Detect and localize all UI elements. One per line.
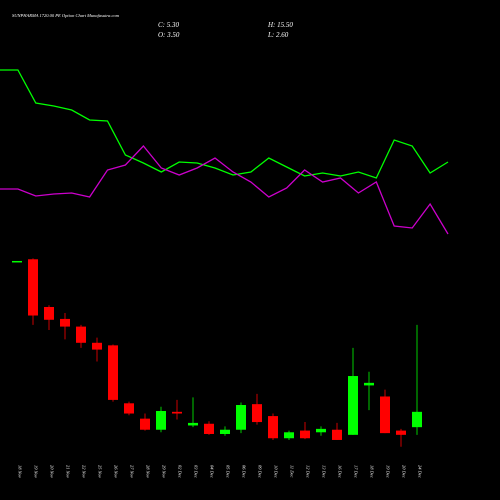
candle-body xyxy=(108,345,118,400)
x-tick-label: 05 Dec xyxy=(226,465,231,478)
x-tick-label: 19 Nov xyxy=(34,465,39,478)
x-tick-label: 10 Dec xyxy=(274,465,279,478)
x-tick-label: 06 Dec xyxy=(242,465,247,478)
candle-body xyxy=(316,428,326,433)
chart-title: SUNPHARMA 1720.00 PE Option Chart Munafa… xyxy=(12,13,120,18)
x-tick-label: 22 Nov xyxy=(82,465,87,478)
candle-body xyxy=(156,410,166,430)
low-label: L: 2.60 xyxy=(267,31,289,39)
x-tick-label: 04 Dec xyxy=(210,465,215,478)
candle-body xyxy=(172,411,182,414)
candle-body xyxy=(12,260,22,263)
x-tick-label: 09 Dec xyxy=(258,465,263,478)
candle-body xyxy=(348,376,358,435)
candle-body xyxy=(60,318,70,327)
candle-body xyxy=(412,411,422,428)
x-tick-label: 27 Nov xyxy=(130,465,135,478)
candle-body xyxy=(300,430,310,439)
candle-body xyxy=(188,422,198,426)
candle-body xyxy=(396,430,406,435)
candle-body xyxy=(140,418,150,430)
x-tick-label: 12 Dec xyxy=(306,465,311,478)
x-tick-label: 25 Nov xyxy=(98,465,103,478)
x-tick-label: 29 Nov xyxy=(162,465,167,478)
x-tick-label: 11 Dec xyxy=(290,465,295,478)
candle-body xyxy=(364,382,374,386)
close-label: C: 5.30 xyxy=(158,21,180,29)
candle-body xyxy=(44,306,54,320)
x-tick-label: 24 Dec xyxy=(418,465,423,478)
x-tick-label: 02 Dec xyxy=(178,465,183,478)
x-tick-label: 20 Dec xyxy=(402,465,407,478)
candle-body xyxy=(236,405,246,430)
candle-body xyxy=(252,404,262,423)
x-tick-label: 28 Nov xyxy=(146,465,151,478)
x-tick-label: 26 Nov xyxy=(114,465,119,478)
x-tick-label: 16 Dec xyxy=(338,465,343,478)
high-label: H: 15.50 xyxy=(267,21,293,29)
x-tick-label: 19 Dec xyxy=(386,465,391,478)
x-tick-label: 03 Dec xyxy=(194,465,199,478)
candle-body xyxy=(380,396,390,434)
x-tick-label: 21 Nov xyxy=(66,465,71,478)
x-tick-label: 20 Nov xyxy=(50,465,55,478)
x-tick-label: 17 Dec xyxy=(354,465,359,478)
candle-body xyxy=(76,326,86,343)
x-tick-label: 13 Dec xyxy=(322,465,327,478)
candle-body xyxy=(204,423,214,434)
candle-body xyxy=(284,432,294,439)
candle-body xyxy=(28,259,38,316)
x-tick-label: 18 Nov xyxy=(18,465,23,478)
line-series xyxy=(0,69,449,179)
line-series xyxy=(0,145,449,235)
candle-body xyxy=(92,342,102,350)
candle-body xyxy=(268,416,278,439)
open-label: O: 3.50 xyxy=(158,31,180,39)
x-tick-label: 18 Dec xyxy=(370,465,375,478)
candle-body xyxy=(124,403,134,414)
candle-body xyxy=(332,429,342,440)
candle-body xyxy=(220,429,230,434)
